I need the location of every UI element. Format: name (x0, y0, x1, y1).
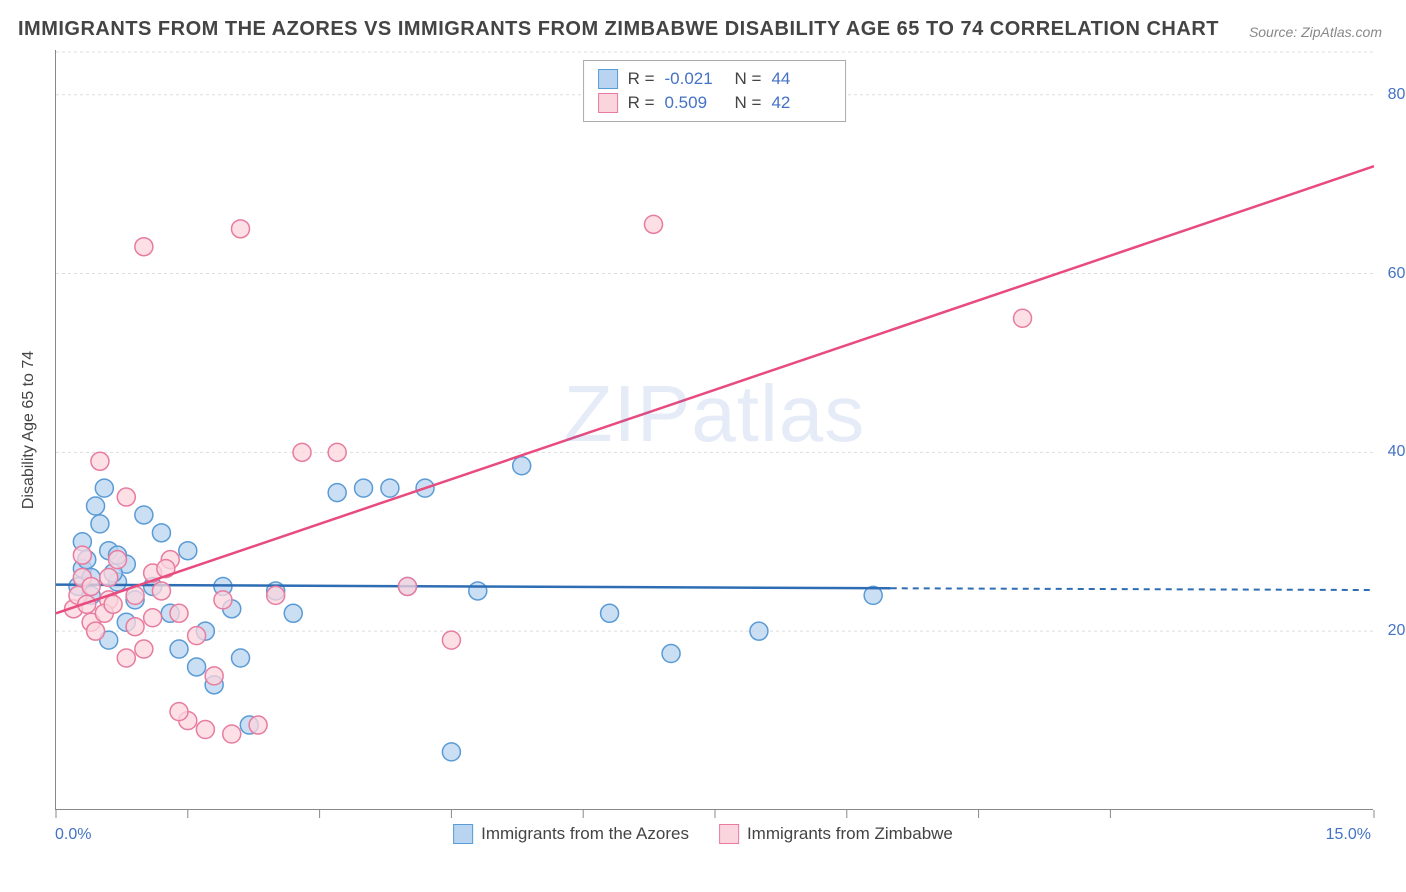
x-tick-max-label: 15.0% (1326, 826, 1371, 844)
r-value: 0.509 (665, 93, 725, 113)
stats-row: R =-0.021N =44 (598, 67, 832, 91)
data-point (152, 582, 170, 600)
data-point (214, 591, 232, 609)
series-swatch (598, 69, 618, 89)
data-point (144, 609, 162, 627)
chart-svg (56, 50, 1373, 809)
data-point (135, 506, 153, 524)
data-point (469, 582, 487, 600)
data-point (355, 479, 373, 497)
plot-area: ZIPatlas R =-0.021N =44R =0.509N =42 20.… (55, 50, 1373, 810)
legend-label: Immigrants from Zimbabwe (747, 824, 953, 844)
data-point (196, 721, 214, 739)
data-point (95, 479, 113, 497)
data-point (328, 484, 346, 502)
y-tick-label: 20.0% (1388, 622, 1406, 640)
data-point (442, 631, 460, 649)
data-point (750, 622, 768, 640)
data-point (117, 649, 135, 667)
data-point (249, 716, 267, 734)
data-point (135, 640, 153, 658)
data-point (188, 658, 206, 676)
stats-row: R =0.509N =42 (598, 91, 832, 115)
data-point (328, 443, 346, 461)
n-value: 44 (771, 69, 831, 89)
data-point (232, 220, 250, 238)
data-point (513, 457, 531, 475)
y-tick-label: 60.0% (1388, 265, 1406, 283)
data-point (381, 479, 399, 497)
data-point (267, 586, 285, 604)
data-point (152, 524, 170, 542)
data-point (117, 488, 135, 506)
data-point (109, 551, 127, 569)
data-point (442, 743, 460, 761)
data-point (126, 618, 144, 636)
data-point (398, 577, 416, 595)
series-legend: Immigrants from the Azores Immigrants fro… (453, 824, 953, 844)
data-point (644, 215, 662, 233)
legend-item: Immigrants from the Azores (453, 824, 689, 844)
chart-title: IMMIGRANTS FROM THE AZORES VS IMMIGRANTS… (18, 18, 1219, 41)
legend-label: Immigrants from the Azores (481, 824, 689, 844)
n-value: 42 (771, 93, 831, 113)
data-point (82, 577, 100, 595)
data-point (135, 238, 153, 256)
y-axis-label: Disability Age 65 to 74 (20, 351, 38, 509)
x-tick-min-label: 0.0% (55, 826, 91, 844)
data-point (87, 622, 105, 640)
y-tick-label: 80.0% (1388, 86, 1406, 104)
stats-legend: R =-0.021N =44R =0.509N =42 (583, 60, 847, 122)
series-swatch (719, 824, 739, 844)
regression-line (56, 166, 1374, 613)
data-point (284, 604, 302, 622)
data-point (87, 497, 105, 515)
data-point (223, 725, 241, 743)
data-point (662, 645, 680, 663)
series-swatch (598, 93, 618, 113)
data-point (91, 452, 109, 470)
data-point (104, 595, 122, 613)
data-point (601, 604, 619, 622)
y-tick-label: 40.0% (1388, 443, 1406, 461)
data-point (1014, 309, 1032, 327)
data-point (170, 703, 188, 721)
data-point (232, 649, 250, 667)
regression-line-extrapolated (891, 588, 1374, 590)
data-point (205, 667, 223, 685)
series-swatch (453, 824, 473, 844)
data-point (170, 640, 188, 658)
data-point (91, 515, 109, 533)
data-point (179, 542, 197, 560)
data-point (293, 443, 311, 461)
data-point (73, 546, 91, 564)
source-label: Source: ZipAtlas.com (1249, 24, 1382, 40)
data-point (100, 569, 118, 587)
legend-item: Immigrants from Zimbabwe (719, 824, 953, 844)
r-value: -0.021 (665, 69, 725, 89)
data-point (188, 627, 206, 645)
data-point (170, 604, 188, 622)
